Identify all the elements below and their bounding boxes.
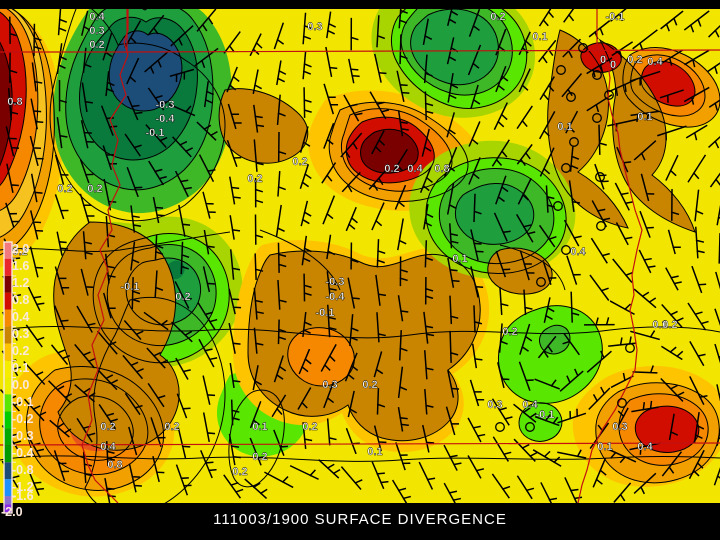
svg-text:0.2: 0.2	[87, 183, 102, 195]
svg-text:0.1: 0.1	[252, 421, 267, 433]
svg-text:0.2: 0.2	[302, 421, 317, 433]
svg-text:0.1: 0.1	[597, 441, 612, 453]
svg-text:0.2: 0.2	[247, 173, 262, 185]
svg-text:1.6: 1.6	[12, 259, 29, 273]
svg-text:-0.1: -0.1	[606, 11, 625, 23]
svg-text:0.1: 0.1	[452, 253, 467, 265]
svg-text:0.0: 0.0	[12, 378, 29, 392]
svg-text:0.2: 0.2	[164, 421, 179, 433]
svg-text:111003/1900 SURFACE DIVERGENCE: 111003/1900 SURFACE DIVERGENCE	[213, 511, 507, 528]
svg-text:-0.4: -0.4	[326, 291, 346, 303]
svg-text:0.4: 0.4	[89, 11, 105, 23]
svg-text:-0.3: -0.3	[12, 429, 34, 443]
svg-text:0.2: 0.2	[57, 183, 72, 195]
svg-text:0.2: 0.2	[502, 326, 517, 338]
svg-text:-0.8: -0.8	[12, 463, 34, 477]
svg-text:0.2: 0.2	[362, 379, 377, 391]
svg-text:0.1: 0.1	[637, 111, 652, 123]
svg-text:0.2: 0.2	[627, 54, 642, 66]
svg-text:0.2: 0.2	[100, 421, 115, 433]
svg-text:0.8: 0.8	[7, 96, 22, 108]
svg-text:0.4: 0.4	[637, 441, 653, 453]
svg-text:-0.1: -0.1	[12, 395, 34, 409]
svg-text:-0.1: -0.1	[536, 409, 555, 421]
svg-text:0.4: 0.4	[570, 246, 586, 258]
svg-text:-0.3: -0.3	[156, 99, 175, 111]
svg-text:0.8: 0.8	[434, 163, 449, 175]
svg-text:-0.2: -0.2	[12, 412, 34, 426]
svg-text:0.4: 0.4	[522, 399, 538, 411]
svg-text:1.2: 1.2	[12, 276, 29, 290]
svg-text:0.3: 0.3	[612, 421, 627, 433]
svg-text:0.3: 0.3	[89, 25, 104, 37]
svg-text:0.1: 0.1	[367, 446, 382, 458]
svg-text:0: 0	[600, 54, 606, 66]
svg-text:0.2: 0.2	[12, 344, 29, 358]
svg-text:-0.1: -0.1	[146, 127, 165, 139]
svg-text:0.1: 0.1	[12, 361, 29, 375]
svg-text:0.1: 0.1	[532, 31, 547, 43]
svg-text:0.2: 0.2	[384, 163, 399, 175]
svg-text:0.4: 0.4	[407, 163, 423, 175]
svg-text:0.3: 0.3	[322, 379, 337, 391]
svg-text:0.2: 0.2	[252, 451, 267, 463]
svg-text:-0.1: -0.1	[316, 307, 335, 319]
svg-text:0.8: 0.8	[12, 293, 29, 307]
svg-text:-1.6: -1.6	[12, 489, 34, 503]
svg-text:0: 0	[610, 59, 616, 71]
svg-text:0.2: 0.2	[232, 466, 247, 478]
svg-text:0.2: 0.2	[292, 156, 307, 168]
svg-text:0.3: 0.3	[307, 21, 322, 33]
svg-text:0.4: 0.4	[12, 310, 29, 324]
svg-text:0.4: 0.4	[100, 441, 116, 453]
svg-text:-0.1: -0.1	[121, 281, 140, 293]
svg-text:0.2: 0.2	[89, 39, 104, 51]
svg-text:0.4: 0.4	[647, 56, 663, 68]
svg-text:0.8: 0.8	[107, 459, 122, 471]
svg-text:-2.0: -2.0	[1, 505, 23, 519]
svg-text:0.2: 0.2	[662, 319, 677, 331]
svg-text:0.2: 0.2	[490, 11, 505, 23]
svg-text:-0.4: -0.4	[12, 446, 34, 460]
svg-text:0.3: 0.3	[487, 399, 502, 411]
svg-text:0.3: 0.3	[12, 327, 29, 341]
svg-text:0.2: 0.2	[175, 291, 190, 303]
svg-text:0.1: 0.1	[557, 121, 572, 133]
svg-text:-0.3: -0.3	[326, 276, 345, 288]
svg-text:2.0: 2.0	[12, 242, 29, 256]
svg-text:-0.4: -0.4	[156, 113, 176, 125]
